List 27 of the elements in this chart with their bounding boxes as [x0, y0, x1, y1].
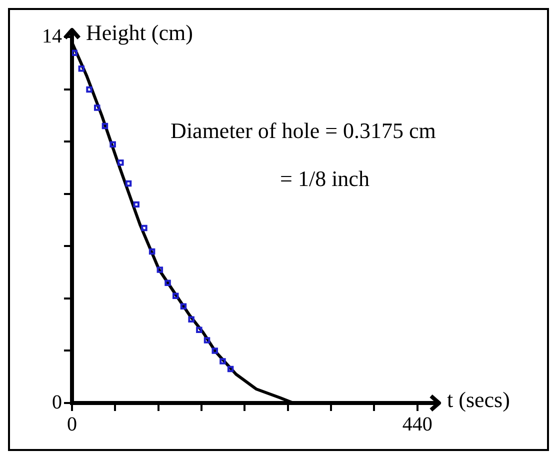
point — [86, 86, 92, 93]
y-tick-label: 14 — [42, 25, 62, 48]
annotation: Diameter of hole = 0.3175 cm — [170, 118, 436, 143]
point — [172, 292, 179, 299]
annotation: = 1/8 inch — [280, 166, 370, 192]
x-axis-title: t (secs) — [447, 386, 510, 412]
point — [110, 141, 116, 148]
point — [204, 337, 210, 344]
point — [148, 248, 156, 255]
point — [212, 348, 218, 354]
point — [125, 180, 132, 187]
point — [196, 326, 202, 333]
point — [141, 224, 148, 232]
point — [188, 316, 194, 323]
point — [227, 366, 234, 372]
point — [180, 303, 187, 310]
x-tick-label: 440 — [402, 413, 432, 436]
point — [118, 160, 124, 166]
point — [102, 122, 108, 130]
point — [94, 104, 100, 111]
point — [220, 358, 226, 364]
point — [164, 280, 171, 286]
point — [156, 266, 164, 273]
point — [78, 65, 85, 72]
y-axis-title: Height (cm) — [86, 20, 193, 45]
point — [133, 201, 140, 208]
point — [72, 50, 78, 56]
